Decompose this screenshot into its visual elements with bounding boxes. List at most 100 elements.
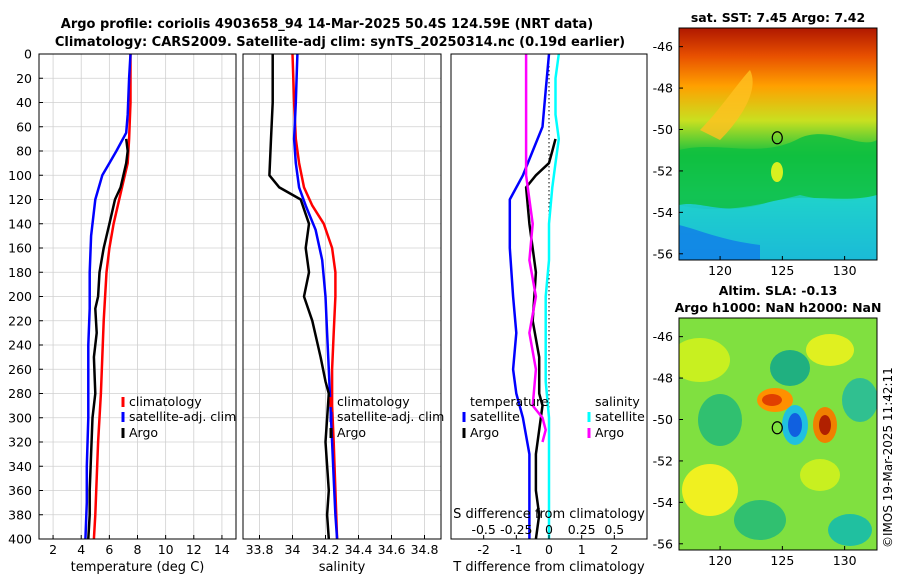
sst-map-axes: 120 125 130 -46 -48 -50 -52 -54 -56 [653, 39, 857, 278]
x-tick-label-top: 0 [545, 522, 553, 537]
x-tick-label: 34 [285, 542, 301, 557]
x-tick-label-top: 0.5 [604, 522, 624, 537]
y-tick-label: 280 [8, 386, 32, 401]
legend-title-temperature: temperature [470, 394, 549, 409]
sla-blob [679, 338, 730, 382]
chart-title-line2: Climatology: CARS2009. Satellite-adj cli… [55, 35, 625, 50]
map-x-tick-label: 125 [770, 263, 794, 278]
legend-label-temp-argo: Argo [470, 425, 499, 440]
series-line-satellite-adj-clim [84, 53, 132, 540]
x-axis-label: salinity [319, 560, 366, 575]
x-tick-label: 14 [214, 542, 230, 557]
y-tick-label: 120 [8, 192, 32, 207]
y-tick-label: 160 [8, 241, 32, 256]
credit-text: ©IMOS 19-Mar-2025 11:42:11 [881, 367, 895, 548]
argo-location-marker [771, 421, 783, 435]
y-tick-label: 80 [16, 144, 32, 159]
temperature-legend: climatology satellite-adj. clim Argo [121, 394, 236, 440]
sla-map-frame [678, 317, 878, 551]
map-x-tick-label: 130 [833, 263, 857, 278]
sla-blob [788, 413, 802, 437]
x-tick-label: 34.6 [378, 542, 406, 557]
y-tick-label: 400 [8, 532, 32, 547]
series-line-argo [87, 138, 129, 540]
x-tick-label: -1 [510, 542, 522, 557]
y-tick-label: 340 [8, 459, 32, 474]
y-tick-label: 200 [8, 289, 32, 304]
legend-label-climatology: climatology [337, 394, 410, 409]
map-x-tick-label: 130 [833, 553, 857, 568]
chart-title-line1: Argo profile: coriolis 4903658_94 14-Mar… [61, 17, 593, 32]
sla-blob [842, 378, 877, 422]
map-x-tick-label: 120 [708, 263, 732, 278]
map-y-tick-label: -46 [653, 39, 673, 54]
legend-label-climatology: climatology [129, 394, 202, 409]
sla-map-subtitle: Argo h1000: NaN h2000: NaN [675, 300, 882, 315]
y-tick-label: 320 [8, 435, 32, 450]
sla-blob [819, 415, 831, 435]
map-y-tick-label: -56 [653, 246, 673, 261]
map-y-tick-label: -50 [653, 412, 673, 427]
map-x-tick-label: 125 [770, 553, 794, 568]
x-tick-label: 10 [158, 542, 174, 557]
map-y-tick-label: -50 [653, 122, 673, 137]
legend-label-sal-argo: Argo [595, 425, 624, 440]
x-tick-label-top: -0.5 [471, 522, 495, 537]
sst-map-title: sat. SST: 7.45 Argo: 7.42 [691, 10, 865, 25]
x-tick-label-top: -0.25 [500, 522, 532, 537]
sla-blob [770, 350, 810, 386]
x-tick-label: 2 [610, 542, 618, 557]
sst-map-frame [678, 27, 878, 261]
y-tick-label: 260 [8, 362, 32, 377]
x-tick-label: 4 [77, 542, 85, 557]
difference-panel: -2 -1 0 1 2 T difference from climatology S di… [450, 53, 648, 575]
map-y-tick-label: -48 [653, 81, 673, 96]
series-line-temperature-argo [524, 138, 557, 540]
sst-blue-band [679, 225, 760, 260]
x-tick-label: 34.8 [411, 542, 439, 557]
difference-legend-temperature: temperature satellite Argo [462, 394, 549, 440]
x-axis-label: T difference from climatology [452, 560, 645, 575]
series-line-temperature-satellite [508, 53, 551, 539]
y-tick-label: 60 [16, 119, 32, 134]
sla-map-title: Altim. SLA: -0.13 [719, 283, 838, 298]
x-tick-label: 34.4 [345, 542, 373, 557]
map-y-tick-label: -54 [653, 205, 673, 220]
sla-blob [806, 334, 854, 366]
map-y-tick-label: -54 [653, 495, 673, 510]
legend-label-temp-satellite: satellite [470, 409, 520, 424]
y-tick-label: 360 [8, 483, 32, 498]
sla-blob [800, 459, 840, 491]
y-tick-label: 140 [8, 216, 32, 231]
map-y-tick-label: -48 [653, 371, 673, 386]
x-tick-label-top: 0.25 [568, 522, 596, 537]
y-tick-label: 40 [16, 95, 32, 110]
legend-label-satellite: satellite-adj. clim [129, 409, 236, 424]
series-line-salinity-satellite [544, 53, 561, 539]
x-tick-label: 33.8 [246, 542, 274, 557]
legend-title-salinity: salinity [595, 394, 640, 409]
series-line-argo [268, 54, 331, 540]
series-line-salinity-argo [524, 54, 547, 443]
map-y-tick-label: -46 [653, 329, 673, 344]
y-tick-label: 20 [16, 71, 32, 86]
x-axis-label: temperature (deg C) [71, 560, 205, 575]
sla-blob [682, 464, 738, 516]
difference-legend-salinity: salinity satellite Argo [587, 394, 645, 440]
x-tick-label: 34.2 [312, 542, 340, 557]
y-tick-label: 100 [8, 168, 32, 183]
x-tick-label: 2 [49, 542, 57, 557]
map-y-tick-label: -52 [653, 453, 673, 468]
legend-label-argo: Argo [337, 425, 366, 440]
y-tick-label: 300 [8, 410, 32, 425]
map-y-tick-label: -56 [653, 536, 673, 551]
y-tick-label: 380 [8, 507, 32, 522]
axes-frame [242, 53, 442, 540]
sla-blob [828, 514, 872, 546]
y-tick-label: 180 [8, 265, 32, 280]
x-tick-label: -2 [477, 542, 489, 557]
x-axis-label-top: S difference from climatology [453, 507, 645, 522]
salinity-legend: climatology satellite-adj. clim Argo [329, 394, 444, 440]
